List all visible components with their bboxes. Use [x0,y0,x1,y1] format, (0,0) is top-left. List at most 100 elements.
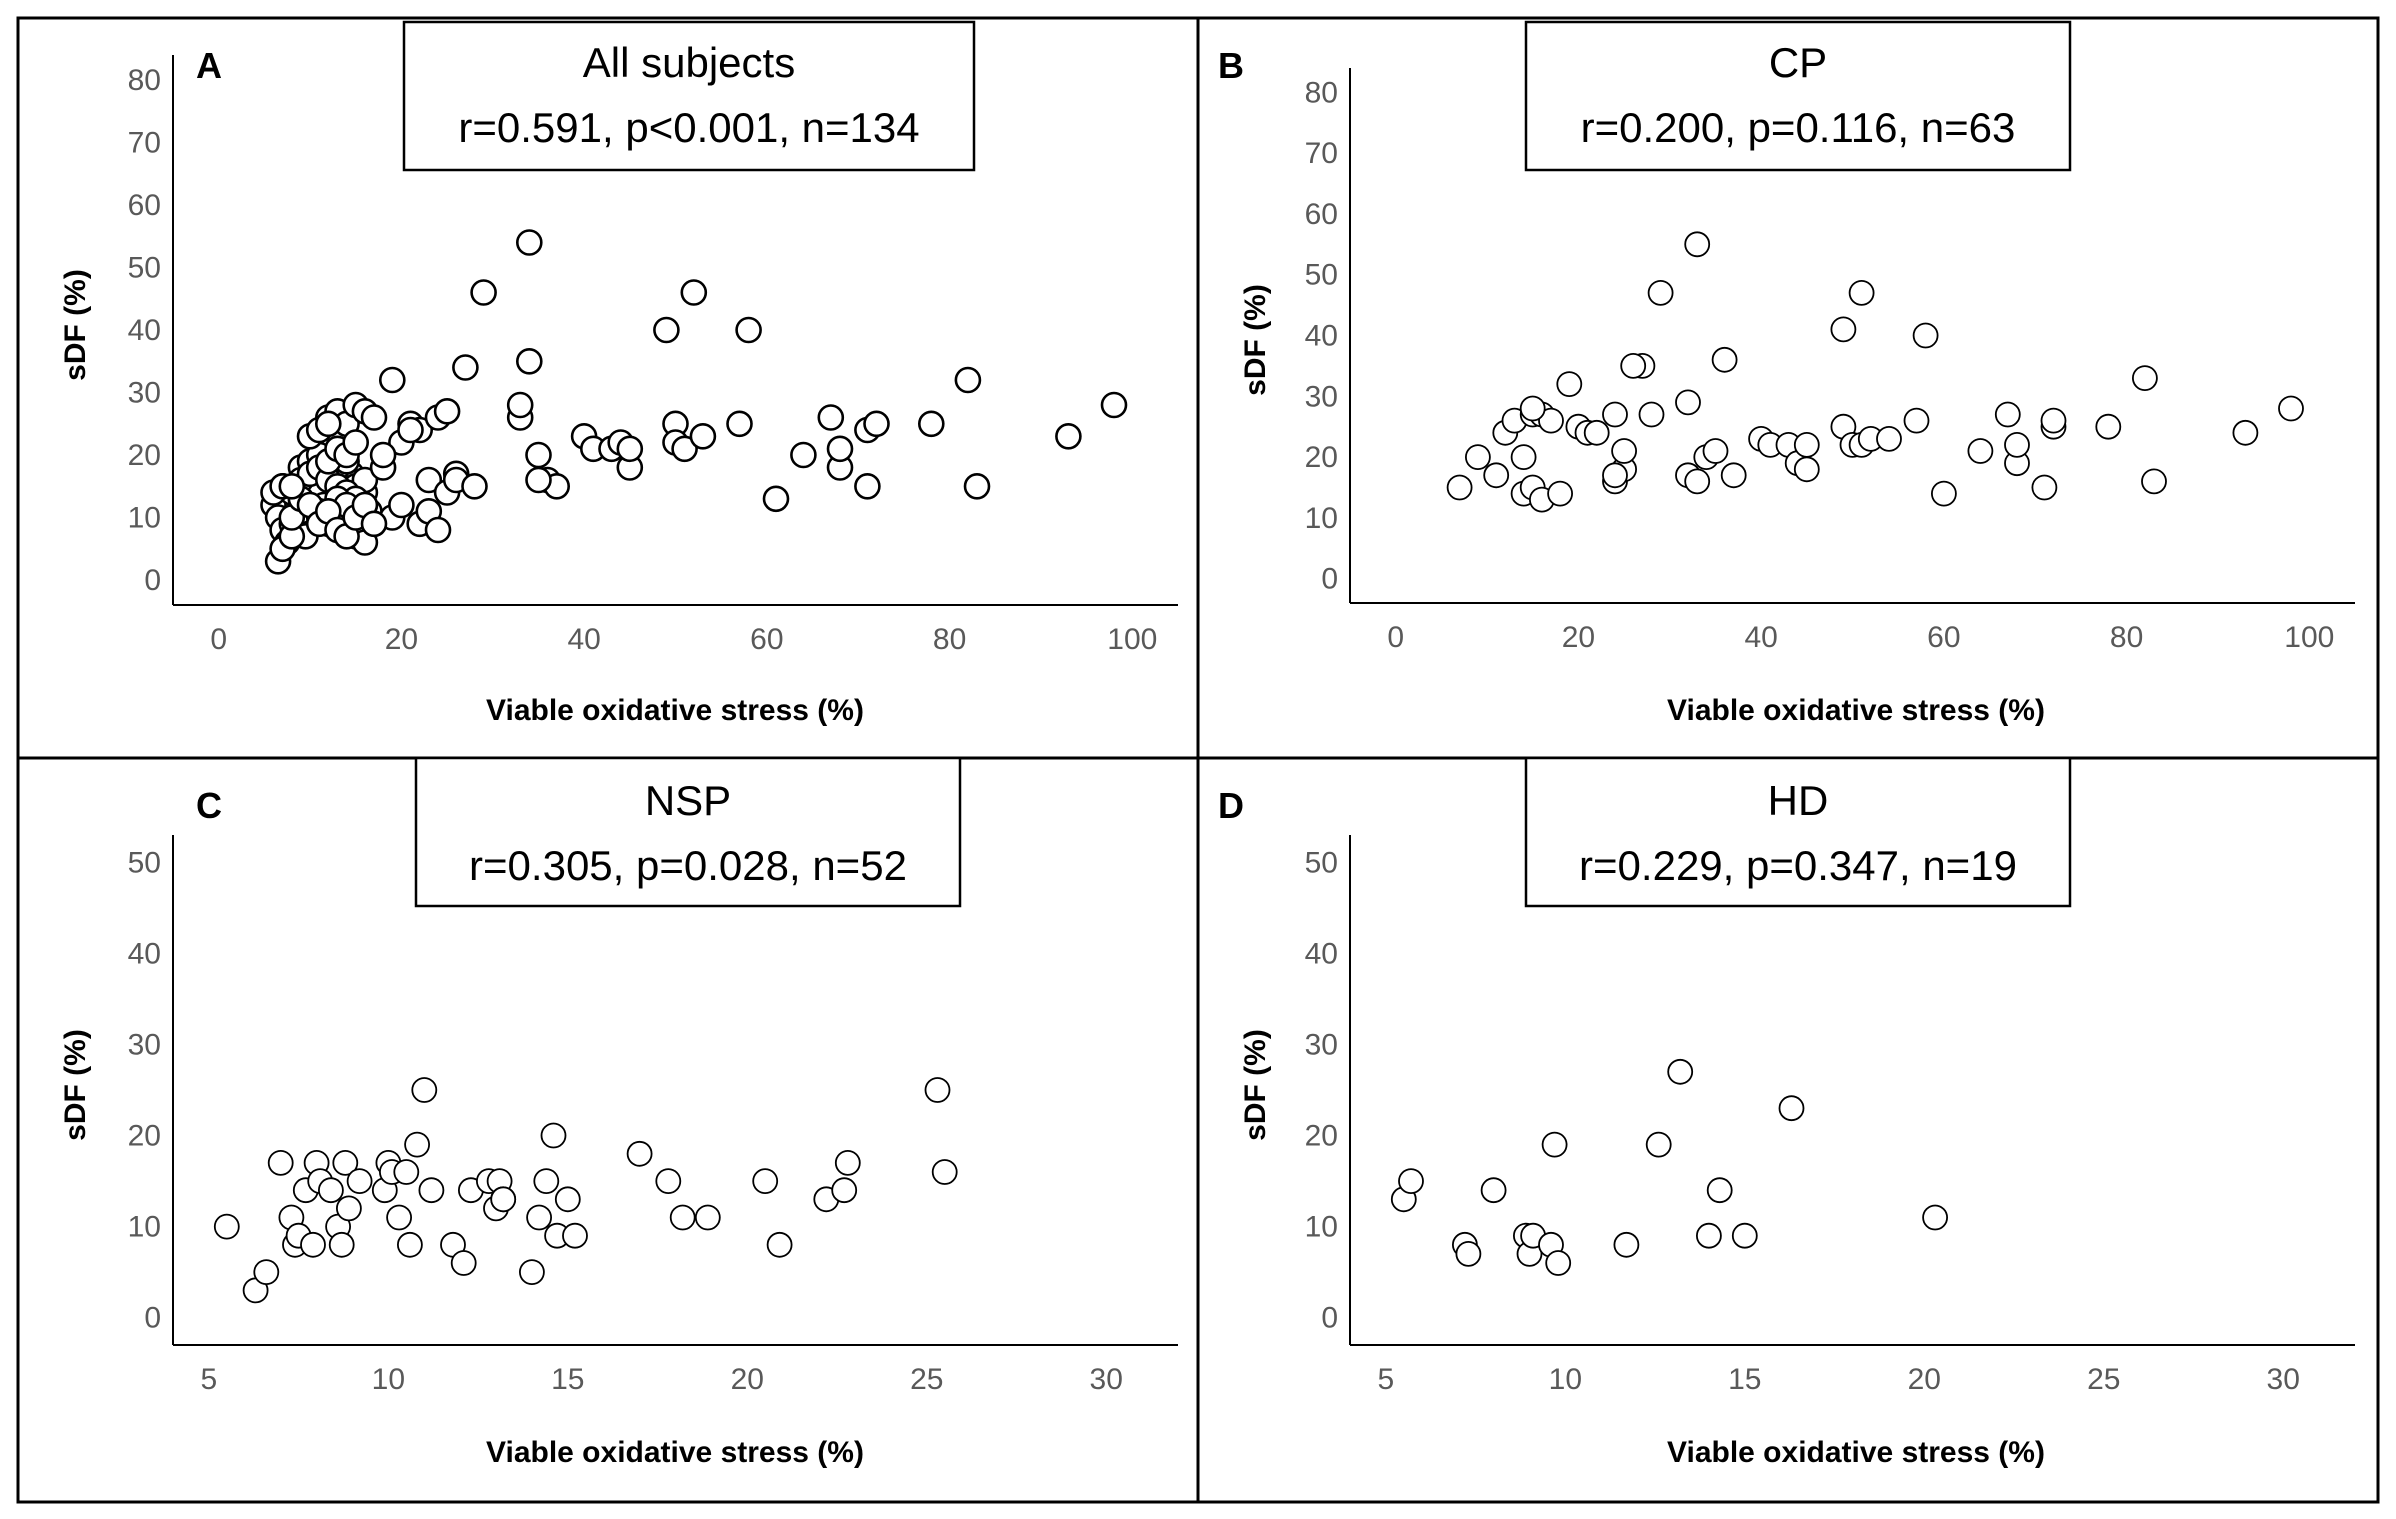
panel-b: 0 10 20 30 40 50 60 70 80 0 20 40 60 80 100 B CP r=0.… [1218,20,2355,727]
panel-a-data-point [278,472,306,500]
panel-b-data-point [1830,316,1857,343]
panel-b-xtick-label: 20 [1562,621,1595,654]
panel-c-ytick-label: 10 [128,1211,161,1244]
panel-c-data-point [213,1213,240,1240]
panel-a-ytick-label: 20 [128,439,161,472]
panel-a-data-point [826,435,854,463]
panel-d-data-point [1778,1095,1805,1122]
panel-b-data-point [1510,444,1537,471]
panel-c-data-point [317,1177,344,1204]
panel-b-data-point [1684,231,1711,258]
panel-b-data-point [1538,407,1564,434]
panel-a-data-point [470,279,497,306]
panel-b-ytick-label: 40 [1305,320,1338,353]
panel-b-data-point [1684,468,1711,495]
panel-b-data-point [1556,371,1583,398]
panel-c-data-point [404,1131,431,1158]
panel-c-data-point [526,1204,552,1231]
panel-d: 0 10 20 30 40 50 5 10 15 20 25 30 D HD r=0.229, p=… [1218,756,2355,1469]
panel-a-data-point [863,410,890,438]
panel-c-data-point [562,1222,588,1249]
panel-d-xtick-label: 20 [1908,1363,1941,1396]
panel-b-data-point [2031,474,2058,501]
panel-b-data-point [1647,279,1674,306]
panel-a-data-point [954,366,982,394]
panel-c-data-point [396,1231,423,1258]
panel-a-data-point [506,391,534,419]
panel-a-yticks: 0 10 20 30 40 50 60 70 80 [128,64,161,597]
panel-c-data-point [332,1150,359,1176]
panel-d-data-point [1455,1241,1482,1267]
panel-a-ylabel: sDF (%) [59,269,92,381]
panel-d-data-point [1480,1177,1507,1204]
panel-b-data-point [2278,395,2304,422]
panel-b-data-point [1876,425,1902,452]
panel-a-data-point [360,404,388,431]
panel-d-ylabel: sDF (%) [1239,1029,1272,1141]
panel-c-ytick-label: 20 [128,1120,161,1153]
panel-b-data-point [1912,322,1939,349]
panel-a-ytick-label: 40 [128,314,161,347]
panel-c-data-point [267,1150,294,1176]
panel-a-title-box [402,20,976,172]
panel-c-data-point [328,1231,355,1258]
panel-d-xtick-label: 30 [2267,1363,2300,1396]
panel-a-data-point [735,316,762,344]
panel-a-data-point [680,279,708,306]
panel-c-data-point [752,1168,779,1194]
panel-c-data-point [393,1159,420,1185]
panel-b-xtick-label: 0 [1387,621,1404,654]
panel-c-data-point [766,1231,793,1258]
panel-d-xtick-label: 25 [2087,1363,2120,1396]
panel-b-data-point [1519,395,1546,422]
panel-b-xtick-label: 100 [2284,621,2334,654]
panel-b-data-point [1638,401,1665,428]
panel-c-xtick-label: 25 [910,1363,943,1396]
panel-b-title-box [1524,20,2072,172]
panel-b-data-point [1967,438,1994,464]
panel-b-xlabel: Viable oxidative stress (%) [1667,694,2045,727]
panel-c-data-point [519,1259,545,1285]
panel-d-xtick-label: 5 [1378,1363,1395,1396]
panel-c-data-point [924,1077,951,1103]
panel-c-ytick-label: 40 [128,937,161,970]
panel-a-xtick-label: 80 [933,623,966,656]
panel-c-title: NSP [645,777,731,824]
panel-a-data-point [314,410,342,438]
panel-d-ytick-label: 0 [1321,1302,1338,1335]
panel-d-data-point [1398,1168,1424,1194]
panel-b-data-point [1583,419,1610,446]
panel-a-data-point [1100,391,1128,419]
panel-c-points [213,1077,958,1304]
panel-a-ytick-label: 60 [128,189,161,222]
panel-b-xtick-label: 40 [1744,621,1777,654]
panel-d-title: HD [1768,777,1829,824]
panel-a-data-point [433,397,461,425]
panel-c-ytick-label: 30 [128,1028,161,1061]
panel-c-xticks: 5 10 15 20 25 30 [201,1363,1123,1396]
panel-a-xtick-label: 0 [210,623,227,656]
panel-a-data-point [726,410,753,438]
panel-b-data-point [2131,365,2158,392]
panel-d-data-point [1922,1204,1948,1231]
panel-d-data-point [1667,1058,1694,1085]
panel-c-data-point [490,1186,517,1213]
panel-c: 0 10 20 30 40 50 5 10 15 20 25 30 C NSP r=0.305, p… [59,756,1178,1469]
panel-c-data-point [450,1250,477,1276]
panel-b-data-point [1702,438,1729,464]
panel-a-ytick-label: 0 [144,564,161,597]
panel-a-ytick-label: 50 [128,252,161,285]
panel-d-ytick-label: 10 [1305,1211,1338,1244]
panel-c-data-point [931,1159,958,1185]
panel-b-ytick-label: 30 [1305,380,1338,413]
panel-a-ytick-label: 70 [128,127,161,160]
panel-c-data-point [694,1204,721,1231]
panel-a-data-point [415,466,443,494]
panel-a-ytick-label: 30 [128,377,161,410]
panel-a-data-point [762,485,790,513]
panel-c-data-point [335,1195,362,1222]
panel-b-data-point [1602,462,1628,489]
panel-b-data-point [1446,474,1473,501]
panel-b-data-point [1994,401,2021,428]
panel-c-xtick-label: 20 [731,1363,764,1396]
